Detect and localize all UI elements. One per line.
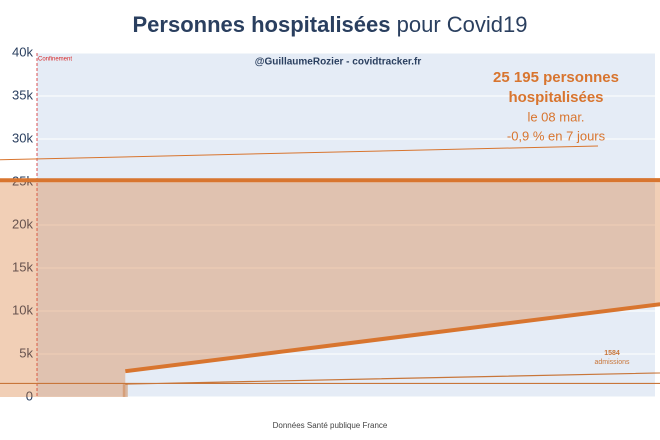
chart-title: Personnes hospitalisées pour Covid19 <box>133 12 528 37</box>
y-tick-label: 0 <box>26 388 33 403</box>
title-rest: pour Covid19 <box>397 12 528 37</box>
admissions-value: 1584 <box>604 350 620 357</box>
admission-bar <box>122 384 128 397</box>
y-tick-label: 5k <box>19 345 33 360</box>
subtitle: @GuillaumeRozier - covidtracker.fr <box>255 57 422 68</box>
y-tick-label: 20k <box>12 216 33 231</box>
y-tick-label: 15k <box>12 259 33 274</box>
source: Données Santé publique France <box>273 421 388 430</box>
callout-text: le 08 mar. <box>527 109 584 124</box>
event-label: Confinement <box>38 57 72 63</box>
callout-text: 25 195 personnes <box>493 69 619 86</box>
callout-text: hospitalisées <box>508 89 603 106</box>
y-tick-label: 30k <box>12 130 33 145</box>
area <box>0 180 660 397</box>
callout-text: -0,9 % en 7 jours <box>507 128 606 143</box>
title-bold: Personnes hospitalisées <box>133 12 391 37</box>
y-tick-label: 40k <box>12 44 33 59</box>
y-tick-label: 35k <box>12 87 33 102</box>
y-tick-label: 10k <box>12 302 33 317</box>
admissions-label: admissions <box>594 359 630 366</box>
callout-arrow <box>0 145 599 161</box>
